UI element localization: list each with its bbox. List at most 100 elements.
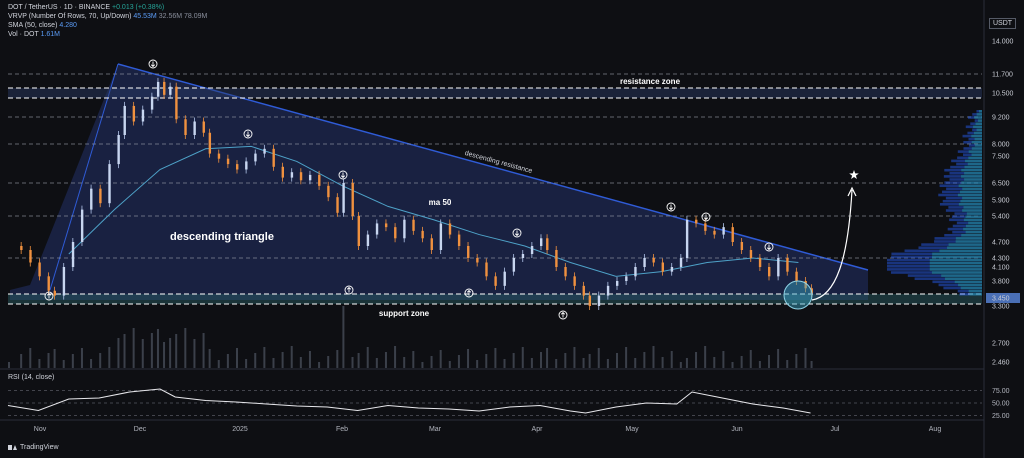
volume-bar-88	[777, 349, 780, 368]
volume-bar-48	[421, 362, 424, 368]
volume-bar-70	[616, 353, 618, 368]
profile-bar-31	[948, 206, 982, 209]
candle-body-47	[421, 230, 424, 239]
volume-bar-63	[555, 359, 558, 368]
highlight-tick-bg	[986, 293, 1020, 303]
volume-bar-57	[503, 359, 506, 368]
candle-body-46	[412, 219, 415, 231]
profile-bar-up-59	[969, 292, 982, 296]
candle-body-22	[202, 121, 205, 133]
volume-bar-50	[439, 350, 442, 368]
symbol-title: DOT / TetherUS · 1D · BINANCE	[8, 4, 111, 11]
candle-body-39	[351, 183, 354, 216]
touch-marker-ring-8	[666, 202, 676, 212]
candle-body-36	[327, 185, 330, 198]
profile-bar-18	[950, 165, 982, 169]
profile-bar-up-45	[939, 249, 982, 253]
candle-body-34	[308, 174, 312, 181]
candle-body-81	[722, 227, 725, 235]
volume-bar-65	[573, 347, 576, 368]
currency-label[interactable]: USDT	[989, 18, 1017, 29]
volume-bar-2	[29, 348, 32, 368]
touch-marker-ring-6	[512, 228, 522, 238]
candle-body-24	[217, 153, 221, 159]
volume-bar-53	[467, 349, 470, 368]
profile-bar-43	[921, 243, 982, 246]
profile-bar-56	[938, 283, 982, 287]
candle-body-72	[643, 258, 646, 267]
candle-body-0	[20, 246, 23, 250]
candle-body-1	[29, 250, 32, 263]
profile-bar-up-41	[955, 237, 982, 240]
candle-body-23	[208, 132, 212, 154]
volume-bar-55	[485, 354, 488, 368]
profile-bar-up-10	[971, 141, 982, 144]
profile-bar-36	[956, 221, 982, 225]
volume-bar-71	[625, 347, 628, 368]
profile-bar-up-28	[962, 196, 982, 200]
candle-body-63	[564, 267, 567, 277]
touch-marker-ring-5	[464, 288, 474, 298]
profile-bar-up-8	[971, 134, 982, 138]
volume-bar-8	[80, 348, 83, 368]
volume-bar-13	[123, 334, 126, 368]
profile-bar-up-51	[929, 268, 982, 271]
volume-bar-30	[263, 347, 266, 368]
volume-bar-26	[226, 354, 229, 368]
price-tick-14: 3.300	[992, 304, 1010, 311]
candle-body-85	[758, 258, 762, 267]
volume-bar-91	[804, 348, 807, 368]
time-tick-7: Jun	[731, 426, 742, 433]
candle-body-14	[141, 109, 145, 122]
candle-body-61	[546, 238, 549, 250]
candle-body-89	[795, 271, 798, 281]
volume-bar-44	[384, 352, 387, 368]
volume-bar-66	[582, 358, 585, 368]
candle-body-41	[366, 234, 370, 246]
candle-body-17	[163, 81, 166, 95]
profile-bar-29	[942, 199, 982, 203]
resistance-zone-band	[8, 88, 982, 98]
profile-bar-up-21	[961, 175, 982, 178]
profile-bar-24	[939, 184, 982, 187]
candle-body-13	[132, 105, 136, 122]
volume-bar-85	[749, 350, 752, 368]
profile-bar-up-29	[960, 199, 982, 203]
vrvp-line: VRVP (Number Of Rows, 70, Up/Down) 45.53…	[8, 12, 207, 21]
volume-bar-82	[722, 351, 725, 368]
volume-bar-73	[643, 352, 646, 368]
candle-body-74	[661, 262, 664, 272]
sma-line: SMA (50, close) 4.280	[8, 21, 77, 30]
tradingview-label: TradingView	[20, 444, 59, 451]
profile-bar-up-12	[971, 147, 982, 150]
volume-bar-90	[795, 354, 798, 368]
profile-bar-22	[949, 178, 982, 181]
candle-body-45	[403, 219, 406, 239]
candle-body-88	[786, 258, 789, 272]
candle-body-55	[494, 276, 497, 286]
volume-bar-0	[8, 362, 10, 368]
volume-bar-39	[342, 306, 345, 368]
touch-marker-arrow-0	[46, 292, 52, 299]
profile-bar-45	[904, 249, 982, 253]
touch-marker-ring-2	[243, 129, 253, 139]
profile-bar-up-4	[975, 122, 982, 125]
touch-marker-arrow-4	[340, 172, 346, 179]
profile-bar-up-3	[977, 119, 982, 122]
pattern-label: descending triangle	[170, 231, 274, 243]
touch-markers	[44, 59, 813, 320]
tradingview-logo-icon	[8, 444, 17, 451]
volume-bar-84	[740, 356, 743, 368]
triangle-fill	[10, 64, 868, 300]
profile-bar-up-0	[978, 110, 982, 113]
volume-bar-9	[90, 359, 93, 368]
price-tick-7: 5.900	[992, 198, 1010, 205]
candle-body-16	[156, 81, 160, 97]
volume-bar-31	[272, 358, 275, 368]
price-tick-0: 14.000	[992, 39, 1014, 46]
price-tick-9: 4.700	[992, 240, 1010, 247]
price-axis: 14.000 11.700 10.500 9.200 8.000 7.500 6.500 5.…	[986, 39, 1020, 367]
profile-bar-up-7	[973, 131, 982, 135]
price-tick-1: 11.700	[992, 72, 1013, 79]
